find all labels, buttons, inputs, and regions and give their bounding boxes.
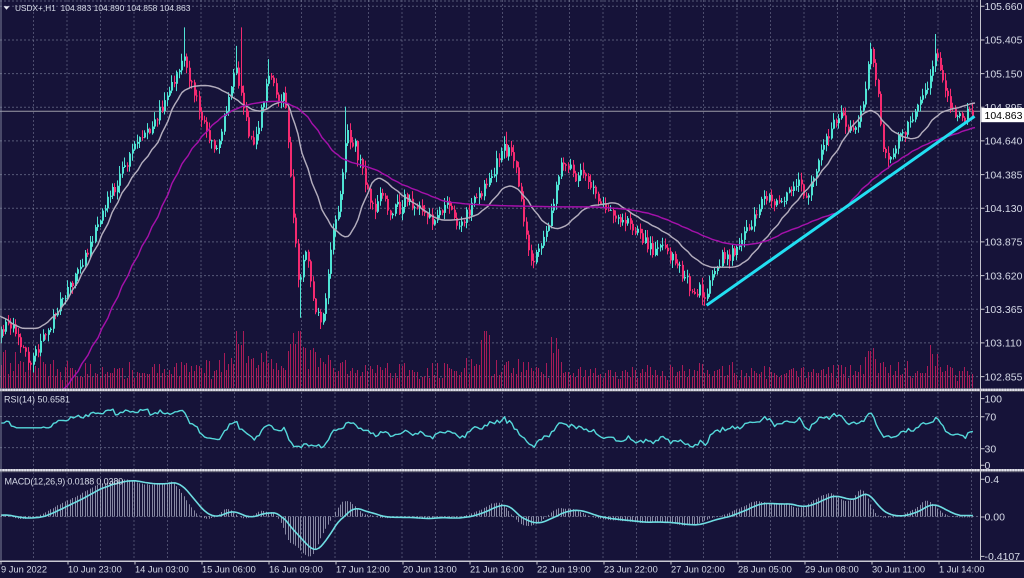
svg-text:0.4: 0.4 <box>985 474 1000 486</box>
svg-text:27 Jun 02:00: 27 Jun 02:00 <box>671 564 725 574</box>
svg-text:30 Jun 11:00: 30 Jun 11:00 <box>872 564 925 574</box>
svg-text:-0.4107: -0.4107 <box>985 551 1021 563</box>
svg-text:0: 0 <box>985 460 991 472</box>
svg-text:28 Jun 05:00: 28 Jun 05:00 <box>738 564 792 574</box>
svg-text:104.130: 104.130 <box>985 203 1023 215</box>
svg-text:102.855: 102.855 <box>985 371 1023 383</box>
svg-text:RSI(14) 50.6581: RSI(14) 50.6581 <box>4 395 70 405</box>
svg-text:103.110: 103.110 <box>985 338 1022 350</box>
svg-text:9 Jun 2022: 9 Jun 2022 <box>1 564 47 574</box>
svg-text:103.620: 103.620 <box>985 270 1023 282</box>
svg-text:16 Jun 09:00: 16 Jun 09:00 <box>269 564 323 574</box>
svg-text:15 Jun 06:00: 15 Jun 06:00 <box>202 564 256 574</box>
svg-text:30: 30 <box>985 443 997 455</box>
svg-text:22 Jun 19:00: 22 Jun 19:00 <box>537 564 591 574</box>
svg-text:29 Jun 08:00: 29 Jun 08:00 <box>805 564 859 574</box>
svg-text:1 Jul 14:00: 1 Jul 14:00 <box>939 564 985 574</box>
svg-text:17 Jun 12:00: 17 Jun 12:00 <box>336 564 390 574</box>
svg-text:14 Jun 03:00: 14 Jun 03:00 <box>135 564 189 574</box>
svg-text:104.863: 104.863 <box>985 110 1023 122</box>
svg-text:10 Jun 23:00: 10 Jun 23:00 <box>68 564 122 574</box>
svg-text:20 Jun 13:00: 20 Jun 13:00 <box>403 564 457 574</box>
svg-text:0.00: 0.00 <box>985 512 1006 524</box>
svg-text:103.365: 103.365 <box>985 304 1023 316</box>
svg-text:USDX+,H1: USDX+,H1 <box>15 3 56 13</box>
svg-text:105.405: 105.405 <box>985 35 1023 47</box>
svg-text:103.875: 103.875 <box>985 237 1023 249</box>
svg-text:23 Jun 22:00: 23 Jun 22:00 <box>604 564 658 574</box>
svg-text:MACD(12,26,9) 0.0188 0.0380: MACD(12,26,9) 0.0188 0.0380 <box>5 477 124 487</box>
svg-text:70: 70 <box>985 412 997 424</box>
svg-text:104.883 104.890 104.858 104.86: 104.883 104.890 104.858 104.863 <box>61 3 191 13</box>
svg-text:100: 100 <box>985 393 1003 405</box>
svg-text:104.640: 104.640 <box>985 136 1023 148</box>
svg-text:104.385: 104.385 <box>985 169 1023 181</box>
svg-text:21 Jun 16:00: 21 Jun 16:00 <box>470 564 524 574</box>
svg-text:105.150: 105.150 <box>985 68 1023 80</box>
svg-text:105.660: 105.660 <box>985 1 1023 13</box>
